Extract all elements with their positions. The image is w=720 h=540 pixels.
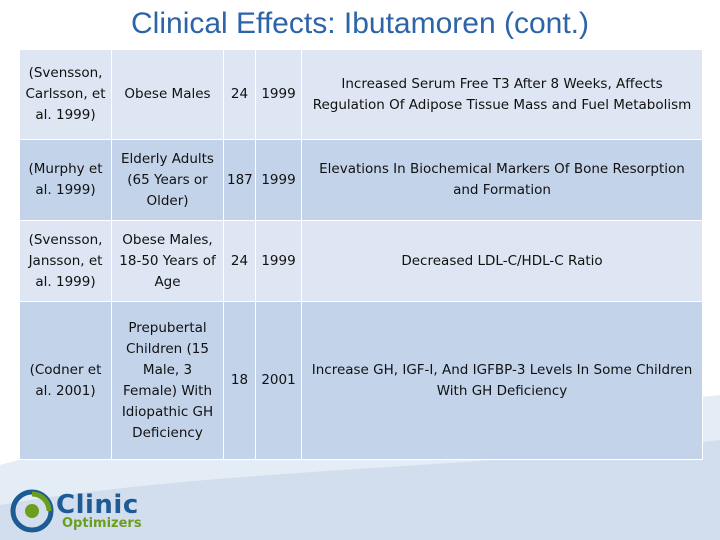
population-cell: Prepubertal Children (15 Male, 3 Female)… [111, 301, 224, 460]
finding-cell: Elevations In Biochemical Markers Of Bon… [301, 139, 703, 221]
slide-title: Clinical Effects: Ibutamoren (cont.) [131, 7, 589, 40]
population-cell: Obese Males, 18-50 Years of Age [111, 220, 224, 302]
n-cell: 24 [223, 49, 256, 140]
year-cell: 1999 [255, 139, 302, 221]
n-cell: 187 [223, 139, 256, 221]
table-row: (Svensson, Carlsson, et al. 1999) Obese … [19, 49, 703, 140]
studies-table: (Svensson, Carlsson, et al. 1999) Obese … [19, 49, 703, 460]
table-row: (Codner et al. 2001) Prepubertal Childre… [19, 301, 703, 460]
population-cell: Obese Males [111, 49, 224, 140]
population-cell: Elderly Adults (65 Years or Older) [111, 139, 224, 221]
clinic-optimizers-logo-icon [10, 489, 54, 533]
table-row: (Murphy et al. 1999) Elderly Adults (65 … [19, 139, 703, 221]
logo-text-clinic: Clinic [56, 490, 139, 520]
n-cell: 18 [223, 301, 256, 460]
finding-cell: Increase GH, IGF-I, And IGFBP-3 Levels I… [301, 301, 703, 460]
table-row: (Svensson, Jansson, et al. 1999) Obese M… [19, 220, 703, 302]
finding-cell: Increased Serum Free T3 After 8 Weeks, A… [301, 49, 703, 140]
year-cell: 1999 [255, 49, 302, 140]
finding-cell: Decreased LDL-C/HDL-C Ratio [301, 220, 703, 302]
study-cell: (Svensson, Jansson, et al. 1999) [19, 220, 112, 302]
study-cell: (Murphy et al. 1999) [19, 139, 112, 221]
study-cell: (Codner et al. 2001) [19, 301, 112, 460]
study-cell: (Svensson, Carlsson, et al. 1999) [19, 49, 112, 140]
n-cell: 24 [223, 220, 256, 302]
year-cell: 2001 [255, 301, 302, 460]
year-cell: 1999 [255, 220, 302, 302]
logo-text-optimizers: Optimizers [62, 516, 142, 531]
